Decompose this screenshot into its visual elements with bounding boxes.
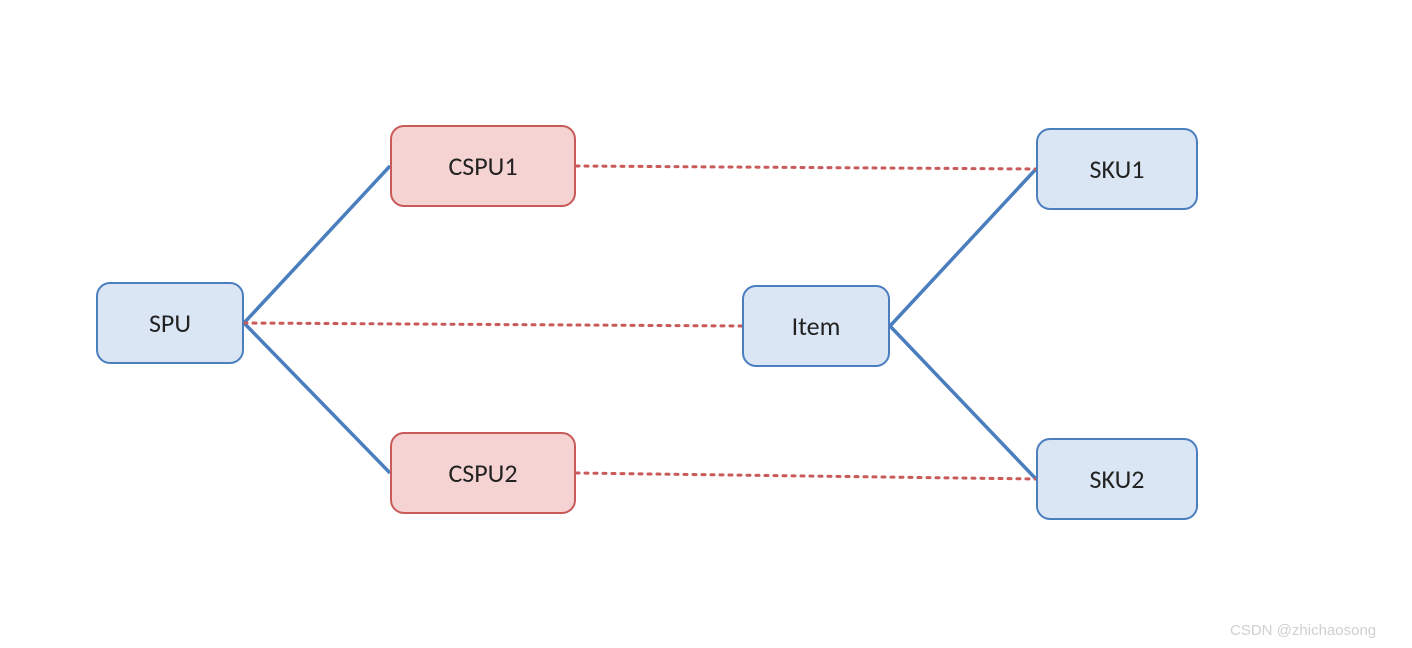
node-cspu2: CSPU2 — [390, 432, 576, 514]
node-label: SKU2 — [1090, 463, 1145, 495]
edge-cspu2-sku2 — [576, 473, 1036, 479]
node-label: CSPU2 — [448, 457, 517, 489]
edge-item-sku2 — [890, 326, 1036, 479]
node-label: SKU1 — [1090, 153, 1145, 185]
node-sku1: SKU1 — [1036, 128, 1198, 210]
node-cspu1: CSPU1 — [390, 125, 576, 207]
node-item: Item — [742, 285, 890, 367]
watermark: CSDN @zhichaosong — [1230, 622, 1376, 639]
edge-cspu1-sku1 — [576, 166, 1036, 169]
diagram-canvas: SPU CSPU1 CSPU2 Item SKU1 SKU2 — [0, 0, 1412, 648]
node-spu: SPU — [96, 282, 244, 364]
edge-spu-item — [244, 323, 742, 326]
node-label: Item — [792, 310, 841, 342]
node-label: CSPU1 — [448, 150, 517, 182]
edge-spu-cspu2 — [244, 323, 390, 473]
edge-item-sku1 — [890, 169, 1036, 326]
edge-spu-cspu1 — [244, 166, 390, 323]
node-sku2: SKU2 — [1036, 438, 1198, 520]
node-label: SPU — [149, 307, 191, 339]
